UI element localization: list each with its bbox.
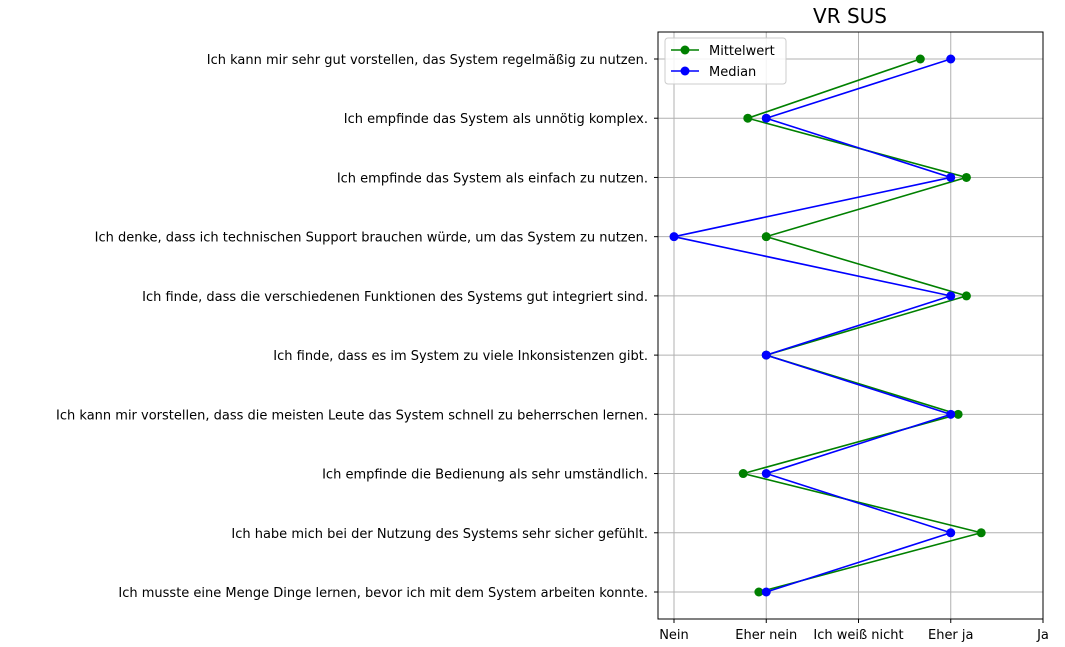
category-label: Ich finde, dass die verschiedenen Funkti…: [142, 290, 648, 305]
data-point-median: [761, 350, 771, 360]
category-label: Ich finde, dass es im System zu viele In…: [273, 349, 648, 364]
legend: Mittelwert Median: [664, 37, 787, 85]
data-point-mittelwert: [976, 528, 986, 538]
data-point-median: [946, 54, 956, 64]
data-point-mittelwert: [743, 113, 753, 123]
data-point-median: [946, 528, 956, 538]
series-line-mittelwert: [740, 58, 982, 593]
data-point-mittelwert: [915, 54, 925, 64]
data-point-mittelwert: [754, 587, 764, 597]
category-label: Ich kann mir vorstellen, dass die meiste…: [56, 408, 648, 423]
data-point-median: [946, 172, 956, 182]
data-point-median: [946, 291, 956, 301]
data-point-mittelwert: [961, 291, 971, 301]
data-point-median: [761, 113, 771, 123]
legend-swatch-marker: [680, 66, 690, 76]
data-point-median: [946, 409, 956, 419]
category-labels: Ich kann mir sehr gut vorstellen, das Sy…: [56, 53, 648, 601]
category-label: Ich habe mich bei der Nutzung des System…: [231, 527, 648, 542]
category-label: Ich empfinde das System als unnötig komp…: [344, 112, 648, 127]
series-line-median: [673, 58, 954, 593]
plot-frame: [657, 31, 1044, 620]
data-point-median: [761, 469, 771, 479]
data-point-median: [669, 232, 679, 242]
x-tick-label: Nein: [659, 628, 689, 643]
legend-swatch-marker: [680, 45, 690, 55]
data-point-mittelwert: [761, 232, 771, 242]
data-point-mittelwert: [738, 469, 748, 479]
x-tick-labels: Nein Eher nein Ich weiß nicht Eher ja Ja: [659, 628, 1049, 643]
x-tick-label: Eher nein: [735, 628, 797, 643]
x-tick-label: Ja: [1036, 628, 1049, 643]
category-label: Ich musste eine Menge Dinge lernen, bevo…: [118, 586, 648, 601]
x-tick-label: Eher ja: [928, 628, 974, 643]
legend-label: Median: [709, 65, 756, 80]
category-label: Ich denke, dass ich technischen Support …: [95, 231, 648, 246]
category-label: Ich empfinde die Bedienung als sehr umst…: [322, 468, 648, 483]
x-tick-label: Ich weiß nicht: [813, 628, 903, 643]
data-point-mittelwert: [953, 409, 963, 419]
data-point-median: [761, 587, 771, 597]
series-layer: [669, 54, 986, 597]
data-point-mittelwert: [961, 172, 971, 182]
legend-label: Mittelwert: [709, 44, 775, 59]
category-label: Ich kann mir sehr gut vorstellen, das Sy…: [207, 53, 648, 68]
chart-title: VR SUS: [813, 4, 887, 28]
category-label: Ich empfinde das System als einfach zu n…: [337, 171, 648, 186]
